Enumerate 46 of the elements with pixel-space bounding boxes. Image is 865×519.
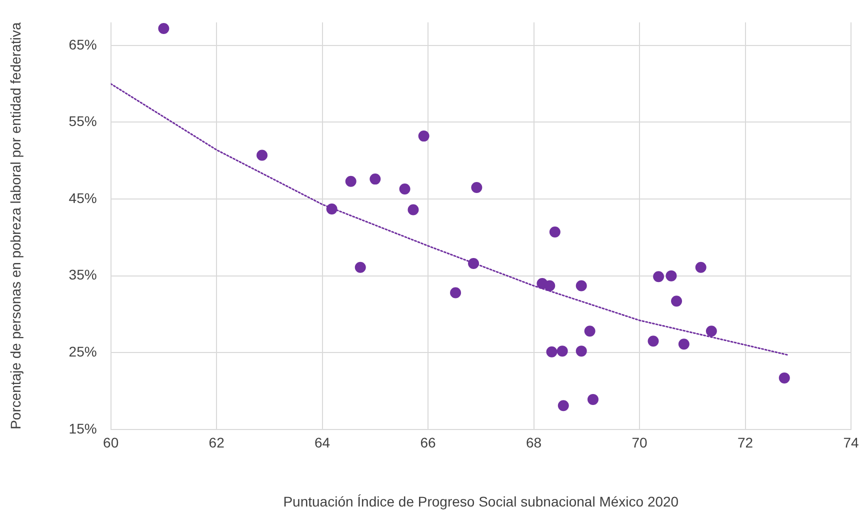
point <box>706 326 717 337</box>
point <box>354 262 366 273</box>
x-tick-label: 70 <box>632 434 648 451</box>
x-tick-label: 66 <box>420 434 436 451</box>
line-series <box>110 83 788 356</box>
point <box>544 280 556 292</box>
point <box>584 326 596 337</box>
y-tick-label: 55% <box>68 113 97 130</box>
x-axis-title: Puntuación Índice de Progreso Social subnacional México 2020 <box>283 493 679 510</box>
point <box>256 150 268 161</box>
x-tick-label: 68 <box>526 434 542 451</box>
y-tick-label: 65% <box>68 36 97 52</box>
point <box>546 346 558 358</box>
point <box>576 346 587 357</box>
y-tick-label: 35% <box>68 266 97 283</box>
point <box>450 287 462 298</box>
y-tick-label: 15% <box>68 420 97 436</box>
point <box>587 394 598 405</box>
point <box>468 258 480 270</box>
point <box>471 182 482 194</box>
point <box>778 372 790 384</box>
point <box>326 204 338 215</box>
y-tick-label: 25% <box>68 343 97 360</box>
point <box>158 23 170 34</box>
point <box>695 262 706 273</box>
point <box>399 184 410 195</box>
point <box>648 336 659 347</box>
point <box>345 176 356 187</box>
point <box>370 174 381 185</box>
point <box>558 400 569 412</box>
y-axis-title: Porcentaje de personas en pobreza laboral por entidad federativa <box>7 22 24 430</box>
x-tick-label: 74 <box>843 434 859 451</box>
x-tick-label: 72 <box>737 434 754 451</box>
x-tick-label: 62 <box>208 434 225 451</box>
point <box>576 280 587 292</box>
point <box>549 226 560 238</box>
point <box>556 346 568 357</box>
point <box>671 296 682 307</box>
point <box>418 130 430 142</box>
x-tick-label: 64 <box>314 434 330 451</box>
y-tick-label: 45% <box>68 190 97 206</box>
point <box>408 204 419 216</box>
x-tick-label: 60 <box>103 434 119 451</box>
point <box>653 271 664 282</box>
point <box>666 270 677 282</box>
point <box>678 338 690 350</box>
